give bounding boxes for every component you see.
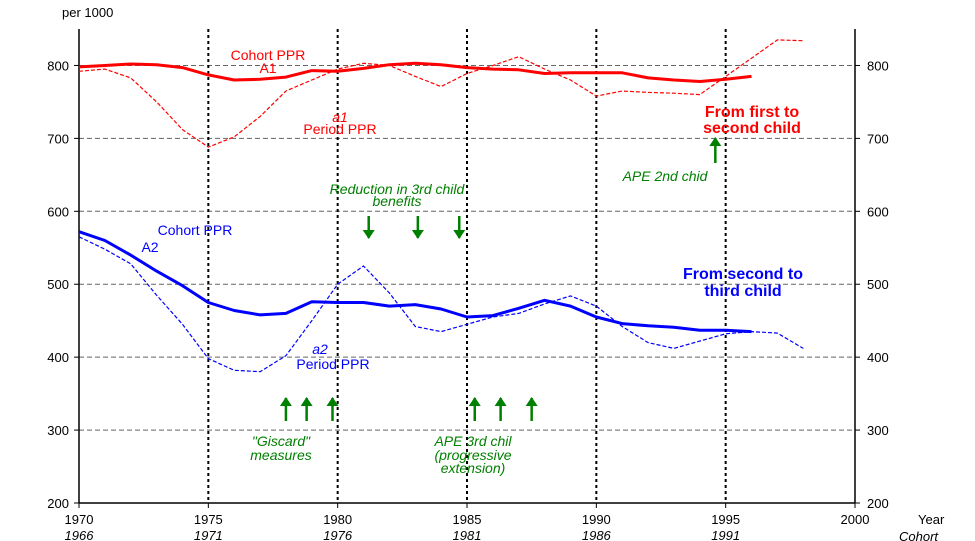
arrow-up-5 bbox=[525, 397, 538, 421]
ape-3rd-label-1: APE 3rd chil bbox=[433, 433, 512, 449]
unit-label: per 1000 bbox=[62, 5, 113, 20]
series-line-cohort-ppr-a2 bbox=[78, 230, 752, 334]
y-tick-label-left-800: 800 bbox=[47, 58, 69, 73]
arrow-head bbox=[326, 397, 339, 406]
giscard-label-2: measures bbox=[250, 447, 311, 463]
x-tick-label-1970: 1970 bbox=[65, 512, 94, 527]
cohort-a1-label-2: A1 bbox=[259, 60, 276, 76]
x-tick-label-2000: 2000 bbox=[841, 512, 870, 527]
arrow-head bbox=[494, 397, 507, 406]
arrows-layer bbox=[279, 137, 722, 421]
arrow-up-0 bbox=[279, 397, 292, 421]
reduction-label-2: benefits bbox=[372, 193, 421, 209]
y-tick-label-left-300: 300 bbox=[47, 423, 69, 438]
series-line-cohort-ppr-a1 bbox=[78, 61, 752, 83]
y-tick-label-right-800: 800 bbox=[867, 58, 889, 73]
first-to-second-label-1: From first to bbox=[705, 104, 799, 121]
reduction-label-1: Reduction in 3rd child bbox=[330, 181, 466, 197]
y-tick-label-left-400: 400 bbox=[47, 350, 69, 365]
second-to-third-label-1: From second to bbox=[683, 266, 803, 283]
y-tick-label-left-500: 500 bbox=[47, 277, 69, 292]
arrow-up-2 bbox=[326, 397, 339, 421]
arrow-head bbox=[468, 397, 481, 406]
period-a2-label-2: Period PPR bbox=[296, 356, 369, 372]
x-tick-label-1975: 1975 bbox=[194, 512, 223, 527]
x-tick-label-1990: 1990 bbox=[582, 512, 611, 527]
x-tick-label-1980: 1980 bbox=[323, 512, 352, 527]
arrow-down-1 bbox=[411, 216, 424, 239]
arrow-up-1 bbox=[300, 397, 313, 421]
arrow-up-6 bbox=[709, 137, 722, 163]
giscard-label-1: "Giscard" bbox=[252, 433, 311, 449]
cohort-a1-label-1: Cohort PPR bbox=[231, 47, 306, 63]
period-a2-label-1: a2 bbox=[312, 341, 328, 357]
y-tick-label-right-700: 700 bbox=[867, 131, 889, 146]
arrow-up-4 bbox=[494, 397, 507, 421]
series-line-a2-period-ppr bbox=[78, 236, 804, 373]
arrow-head bbox=[300, 397, 313, 406]
y-tick-label-right-300: 300 bbox=[867, 423, 889, 438]
cohort-a2-label-1: Cohort PPR bbox=[158, 222, 233, 238]
y-tick-label-right-200: 200 bbox=[867, 496, 889, 511]
period-a1-label-1: a1 bbox=[332, 109, 348, 125]
y-tick-label-right-600: 600 bbox=[867, 204, 889, 219]
ape-3rd-label-2: (progressive bbox=[434, 447, 511, 463]
x-axis-label: Year bbox=[918, 512, 945, 527]
arrow-down-0 bbox=[362, 216, 375, 239]
arrow-head bbox=[453, 230, 466, 239]
grid bbox=[79, 29, 855, 503]
arrow-head bbox=[525, 397, 538, 406]
x-cohort-label-1966: 1966 bbox=[65, 528, 95, 541]
y-tick-label-left-700: 700 bbox=[47, 131, 69, 146]
arrow-head bbox=[362, 230, 375, 239]
x-tick-label-1995: 1995 bbox=[711, 512, 740, 527]
second-to-third-label-2: third child bbox=[704, 283, 781, 300]
arrow-head bbox=[411, 230, 424, 239]
arrow-down-2 bbox=[453, 216, 466, 239]
x-cohort-label-1986: 1986 bbox=[582, 528, 612, 541]
period-a1-label-2: Period PPR bbox=[303, 121, 376, 137]
arrow-up-3 bbox=[468, 397, 481, 421]
x-cohort-label-1981: 1981 bbox=[453, 528, 482, 541]
x-axis-label-cohort: Cohort bbox=[899, 529, 939, 541]
series-line-a1-period-ppr bbox=[78, 39, 804, 148]
y-tick-label-right-400: 400 bbox=[867, 350, 889, 365]
y-tick-label-left-600: 600 bbox=[47, 204, 69, 219]
series-layer bbox=[78, 39, 804, 373]
axes: 200 200 300 300 400 400 500 500 600 600 700 700 800 8… bbox=[47, 29, 889, 541]
cohort-a2-label-2: A2 bbox=[141, 239, 158, 255]
y-tick-label-right-500: 500 bbox=[867, 277, 889, 292]
x-cohort-label-1971: 1971 bbox=[194, 528, 223, 541]
x-tick-label-1985: 1985 bbox=[453, 512, 482, 527]
y-tick-label-left-200: 200 bbox=[47, 496, 69, 511]
first-to-second-label-2: second child bbox=[703, 120, 801, 137]
arrow-head bbox=[279, 397, 292, 406]
arrow-head bbox=[709, 137, 722, 146]
ape-3rd-label-3: extension) bbox=[441, 460, 506, 476]
x-cohort-label-1991: 1991 bbox=[711, 528, 740, 541]
ape-2nd-label: APE 2nd chid bbox=[622, 168, 709, 184]
x-cohort-label-1976: 1976 bbox=[323, 528, 353, 541]
